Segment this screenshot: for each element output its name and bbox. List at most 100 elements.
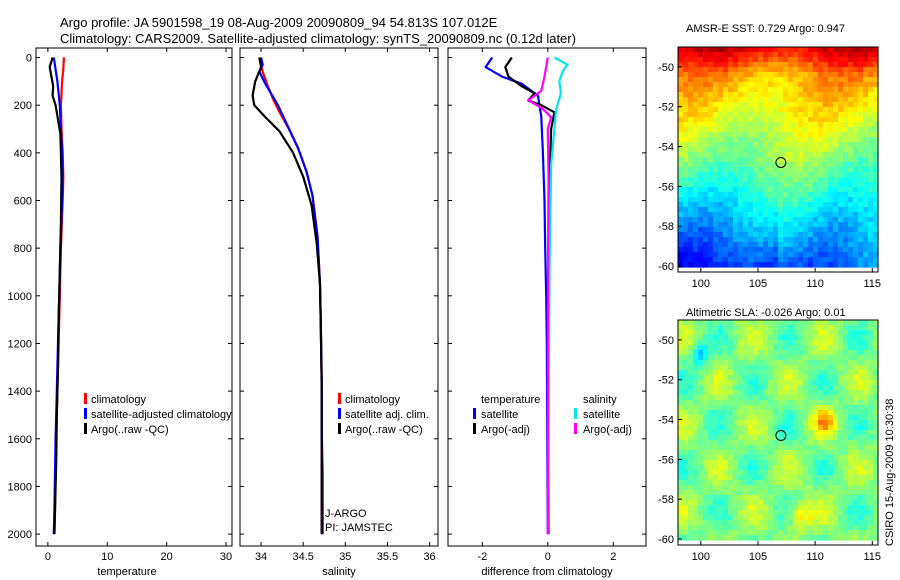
heatmap-cell (713, 385, 719, 391)
heatmap-cell (818, 485, 824, 491)
heatmap-cell (723, 525, 729, 531)
heatmap-cell (728, 360, 734, 366)
heatmap-cell (738, 370, 744, 376)
heatmap-cell (813, 227, 819, 233)
heatmap-cell (713, 505, 719, 511)
heatmap-cell (813, 72, 819, 78)
heatmap-cell (768, 330, 774, 336)
heatmap-cell (708, 320, 714, 326)
heatmap-cell (688, 515, 694, 521)
heatmap-cell (788, 385, 794, 391)
heatmap-cell (733, 82, 739, 88)
heatmap-cell (788, 257, 794, 263)
heatmap-cell (858, 127, 864, 133)
heatmap-cell (783, 127, 789, 133)
heatmap-cell (798, 390, 804, 396)
heatmap-cell (743, 475, 749, 481)
heatmap-cell (723, 237, 729, 243)
heatmap-cell (753, 380, 759, 386)
heatmap-cell (873, 505, 879, 511)
heatmap-cell (743, 192, 749, 198)
heatmap-cell (823, 202, 829, 208)
heatmap-cell (823, 405, 829, 411)
heatmap-cell (838, 340, 844, 346)
heatmap-cell (678, 505, 684, 511)
heatmap-cell (768, 475, 774, 481)
heatmap-cell (723, 385, 729, 391)
heatmap-cell (758, 340, 764, 346)
heatmap-cell (833, 415, 839, 421)
heatmap-cell (768, 167, 774, 173)
heatmap-cell (773, 510, 779, 516)
heatmap-cell (773, 82, 779, 88)
heatmap-cell (853, 510, 859, 516)
heatmap-cell (723, 182, 729, 188)
heatmap-cell (813, 177, 819, 183)
heatmap-cell (768, 102, 774, 108)
heatmap-cell (798, 355, 804, 361)
heatmap-cell (853, 335, 859, 341)
heatmap-cell (828, 257, 834, 263)
heatmap-cell (693, 445, 699, 451)
heatmap-cell (723, 520, 729, 526)
heatmap-cell (728, 350, 734, 356)
heatmap-cell (798, 202, 804, 208)
heatmap-cell (818, 460, 824, 466)
heatmap-cell (833, 505, 839, 511)
heatmap-cell (798, 465, 804, 471)
heatmap-cell (718, 485, 724, 491)
heatmap-cell (838, 410, 844, 416)
heatmap-cell (748, 92, 754, 98)
heatmap-cell (848, 365, 854, 371)
heatmap-cell (828, 415, 834, 421)
heatmap-cell (728, 340, 734, 346)
heatmap-cell (693, 52, 699, 58)
heatmap-cell (868, 470, 874, 476)
heatmap-cell (703, 375, 709, 381)
heatmap-cell (863, 47, 869, 53)
heatmap-cell (753, 222, 759, 228)
heatmap-cell (778, 137, 784, 143)
heatmap-cell (793, 197, 799, 203)
heatmap-cell (768, 107, 774, 113)
heatmap-cell (798, 480, 804, 486)
heatmap-cell (863, 480, 869, 486)
heatmap-cell (788, 520, 794, 526)
heatmap-cell (778, 400, 784, 406)
heatmap-cell (853, 380, 859, 386)
heatmap-cell (763, 182, 769, 188)
heatmap-cell (818, 102, 824, 108)
heatmap-cell (723, 97, 729, 103)
heatmap-cell (693, 167, 699, 173)
heatmap-cell (858, 47, 864, 53)
heatmap-cell (718, 440, 724, 446)
heatmap-cell (768, 57, 774, 63)
heatmap-cell (758, 262, 764, 268)
heatmap-cell (688, 242, 694, 248)
heatmap-cell (873, 535, 879, 541)
heatmap-cell (723, 475, 729, 481)
heatmap-cell (803, 480, 809, 486)
heatmap-cell (848, 127, 854, 133)
heatmap-cell (803, 385, 809, 391)
heatmap-cell (683, 152, 689, 158)
heatmap-cell (753, 460, 759, 466)
heatmap-cell (763, 330, 769, 336)
heatmap-cell (858, 262, 864, 268)
heatmap-cell (688, 380, 694, 386)
heatmap-cell (818, 520, 824, 526)
heatmap-cell (798, 320, 804, 326)
heatmap-cell (748, 320, 754, 326)
heatmap-cell (833, 385, 839, 391)
heatmap-cell (768, 385, 774, 391)
heatmap-cell (748, 480, 754, 486)
heatmap-cell (713, 142, 719, 148)
heatmap-cell (743, 167, 749, 173)
heatmap-cell (758, 197, 764, 203)
heatmap-cell (828, 47, 834, 53)
heatmap-cell (693, 515, 699, 521)
heatmap-cell (873, 380, 879, 386)
heatmap-cell (683, 82, 689, 88)
heatmap-cell (828, 237, 834, 243)
heatmap-cell (763, 62, 769, 68)
